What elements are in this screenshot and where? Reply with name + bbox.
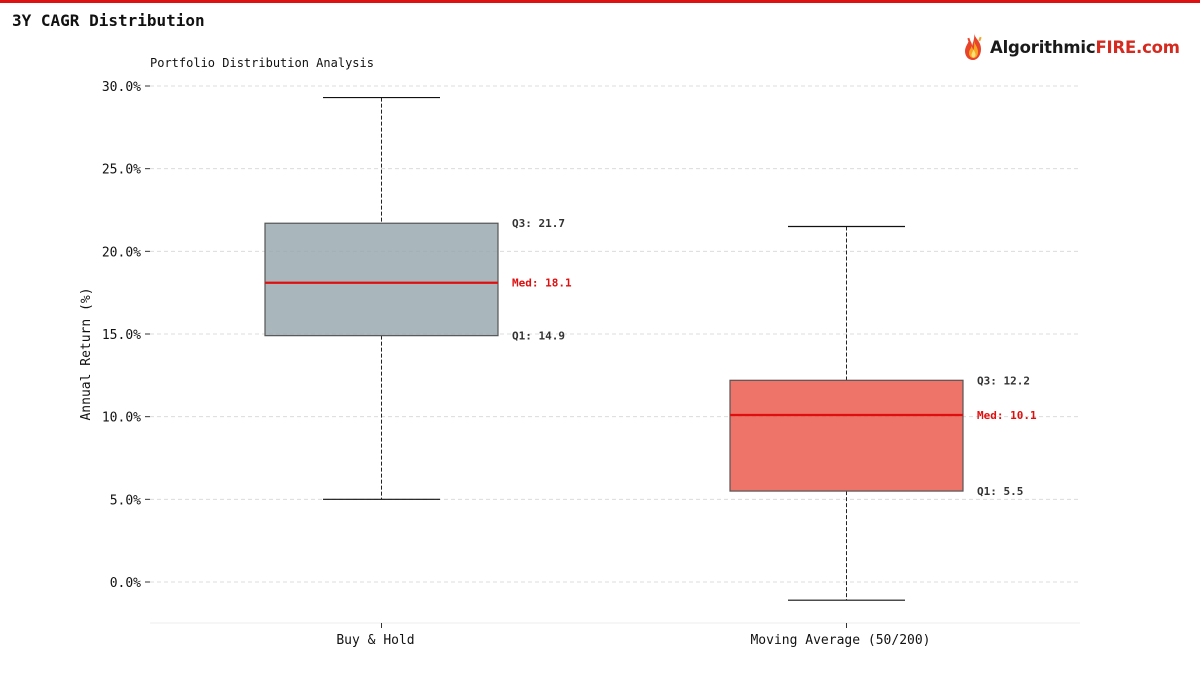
median-label: Med: 10.1	[977, 409, 1037, 422]
flame-icon	[965, 33, 982, 60]
iqr-box	[729, 379, 964, 492]
page-title: 3Y CAGR Distribution	[12, 11, 205, 30]
q3-label: Q3: 12.2	[977, 374, 1030, 387]
y-axis-label: Annual Return (%)	[79, 287, 94, 420]
median-label: Med: 18.1	[512, 277, 572, 290]
y-tick-label: 15.0%	[102, 328, 141, 343]
q1-label: Q1: 14.9	[512, 330, 565, 343]
y-tick-label: 20.0%	[102, 245, 141, 260]
x-tick-label: Buy & Hold	[336, 633, 414, 648]
boxes: Q3: 21.7 Med: 18.1 Q1: 14.9 Buy & Hold Q3: 1…	[264, 96, 1037, 648]
x-tick-label: Moving Average (50/200)	[750, 633, 930, 648]
chart-subtitle: Portfolio Distribution Analysis	[150, 56, 374, 70]
y-tick-label: 10.0%	[102, 411, 141, 426]
box-group: Q3: 12.2 Med: 10.1 Q1: 5.5 Moving Average (…	[729, 225, 1037, 648]
q3-label: Q3: 21.7	[512, 217, 565, 230]
y-tick-label: 0.0%	[110, 576, 141, 591]
y-tick-label: 30.0%	[102, 80, 141, 95]
logo-text-brand: FIRE.com	[1095, 37, 1180, 57]
iqr-box	[264, 222, 499, 337]
box-group: Q3: 21.7 Med: 18.1 Q1: 14.9 Buy & Hold	[264, 96, 572, 648]
y-tick-label: 25.0%	[102, 163, 141, 178]
y-tick-label: 5.0%	[110, 493, 141, 508]
logo-text-main: Algorithmic	[990, 37, 1096, 57]
logo: Algorithmic FIRE.com	[960, 30, 1180, 64]
y-axis-ticks: 0.0% 5.0% 10.0% 15.0% 20.0% 25.0% 30.0%	[102, 80, 150, 591]
top-accent-bar	[0, 0, 1200, 3]
q1-label: Q1: 5.5	[977, 485, 1023, 498]
